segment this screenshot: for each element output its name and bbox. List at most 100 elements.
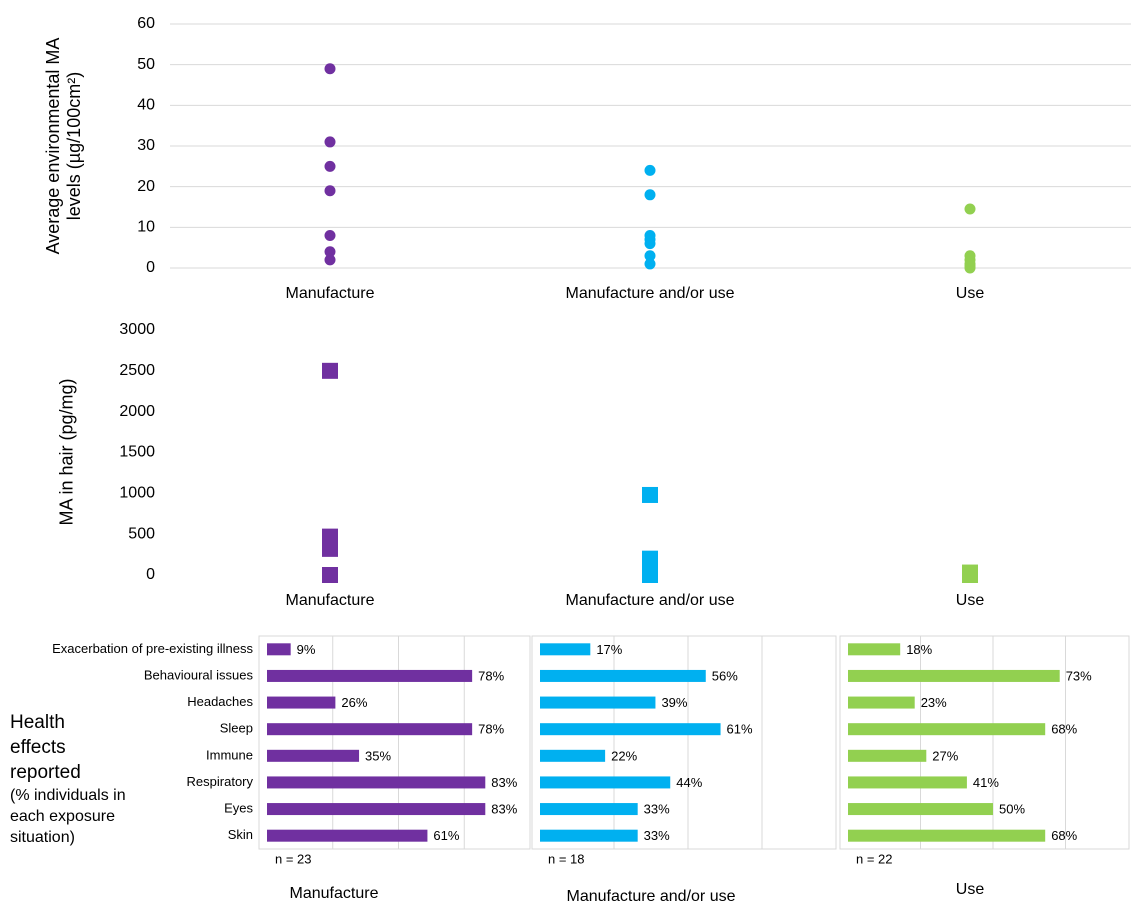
bar (848, 749, 927, 762)
category-label: Skin (228, 827, 253, 842)
point (324, 229, 336, 241)
value-label: 78% (478, 722, 504, 737)
point (322, 540, 338, 557)
value-label: 22% (611, 748, 637, 763)
side-label: Health effects reported (% individuals i… (10, 710, 150, 848)
value-label: 23% (921, 695, 947, 710)
point (324, 136, 336, 148)
category-label: Respiratory (187, 774, 254, 789)
value-label: 44% (676, 775, 702, 790)
side-title: Health effects reported (10, 712, 81, 783)
x-tick-label: Manufacture (286, 285, 375, 302)
bar (267, 776, 486, 789)
point (322, 362, 338, 379)
y-tick-label: 2000 (119, 403, 155, 420)
y-tick-label: 1000 (119, 485, 155, 502)
point (964, 262, 976, 274)
point (964, 203, 976, 215)
category-label: Eyes (224, 801, 253, 816)
bar (540, 776, 671, 789)
point (644, 164, 656, 176)
x-tick-label: Manufacture and/or use (566, 285, 735, 302)
bar (267, 803, 486, 816)
panel-title: Manufacture and/or use (567, 888, 736, 904)
value-label: 35% (365, 748, 391, 763)
x-tick-label: Use (956, 592, 985, 609)
y-tick-label: 10 (137, 219, 155, 236)
point (324, 185, 336, 197)
point (644, 258, 656, 270)
n-label: n = 18 (548, 851, 585, 866)
value-label: 18% (906, 642, 932, 657)
value-label: 41% (973, 775, 999, 790)
bar (540, 696, 656, 709)
value-label: 56% (712, 668, 738, 683)
y-tick-label: 30 (137, 137, 155, 154)
bar (848, 829, 1046, 842)
category-label: Exacerbation of pre-existing illness (52, 641, 253, 656)
y-tick-label: 500 (128, 525, 155, 542)
value-label: 50% (999, 802, 1025, 817)
point (324, 254, 336, 266)
y-tick-label: 1500 (119, 444, 155, 461)
value-label: 26% (341, 695, 367, 710)
point (962, 567, 978, 583)
y-tick-label: 20 (137, 178, 155, 195)
value-label: 68% (1051, 828, 1077, 843)
y-tick-label: 0 (146, 259, 155, 276)
bar (267, 643, 291, 656)
n-label: n = 22 (856, 851, 893, 866)
point (324, 246, 336, 258)
bar (267, 723, 473, 736)
x-tick-label: Manufacture and/or use (566, 592, 735, 609)
value-label: 33% (644, 802, 670, 817)
y-axis-label: MA in hair (pg/mg) (56, 378, 77, 526)
panel-title: Use (956, 881, 985, 898)
panel-frame (258, 635, 531, 850)
point (324, 63, 336, 75)
bar (540, 643, 591, 656)
value-label: 9% (297, 642, 316, 657)
y-tick-label: 40 (137, 97, 155, 114)
bar (848, 669, 1060, 682)
bar (848, 696, 915, 709)
value-label: 33% (644, 828, 670, 843)
bar (267, 669, 473, 682)
y-tick-label: 60 (137, 15, 155, 32)
value-label: 68% (1051, 722, 1077, 737)
panel-frame (839, 635, 1130, 850)
n-label: n = 23 (275, 851, 312, 866)
point (322, 528, 338, 545)
side-subtitle: (% individuals in each exposure situatio… (10, 787, 126, 846)
value-label: 83% (491, 775, 517, 790)
bar (540, 723, 721, 736)
bar (848, 643, 901, 656)
bar (267, 829, 428, 842)
value-label: 73% (1066, 668, 1092, 683)
point (644, 189, 656, 201)
point (644, 250, 656, 262)
point (644, 238, 656, 250)
value-label: 39% (661, 695, 687, 710)
value-label: 61% (727, 722, 753, 737)
y-tick-label: 3000 (119, 321, 155, 338)
y-tick-label: 0 (146, 566, 155, 583)
bar (848, 803, 993, 816)
value-label: 61% (433, 828, 459, 843)
bar (848, 723, 1046, 736)
bar (848, 776, 967, 789)
bar (267, 696, 336, 709)
bar (540, 669, 706, 682)
point (642, 567, 658, 583)
value-label: 78% (478, 668, 504, 683)
panel-title: Manufacture (290, 885, 379, 902)
category-label: Behavioural issues (144, 667, 254, 682)
point (642, 486, 658, 503)
value-label: 27% (932, 748, 958, 763)
bar (540, 803, 638, 816)
point (322, 567, 338, 583)
value-label: 83% (491, 802, 517, 817)
category-label: Headaches (187, 694, 253, 709)
y-tick-label: 50 (137, 56, 155, 73)
